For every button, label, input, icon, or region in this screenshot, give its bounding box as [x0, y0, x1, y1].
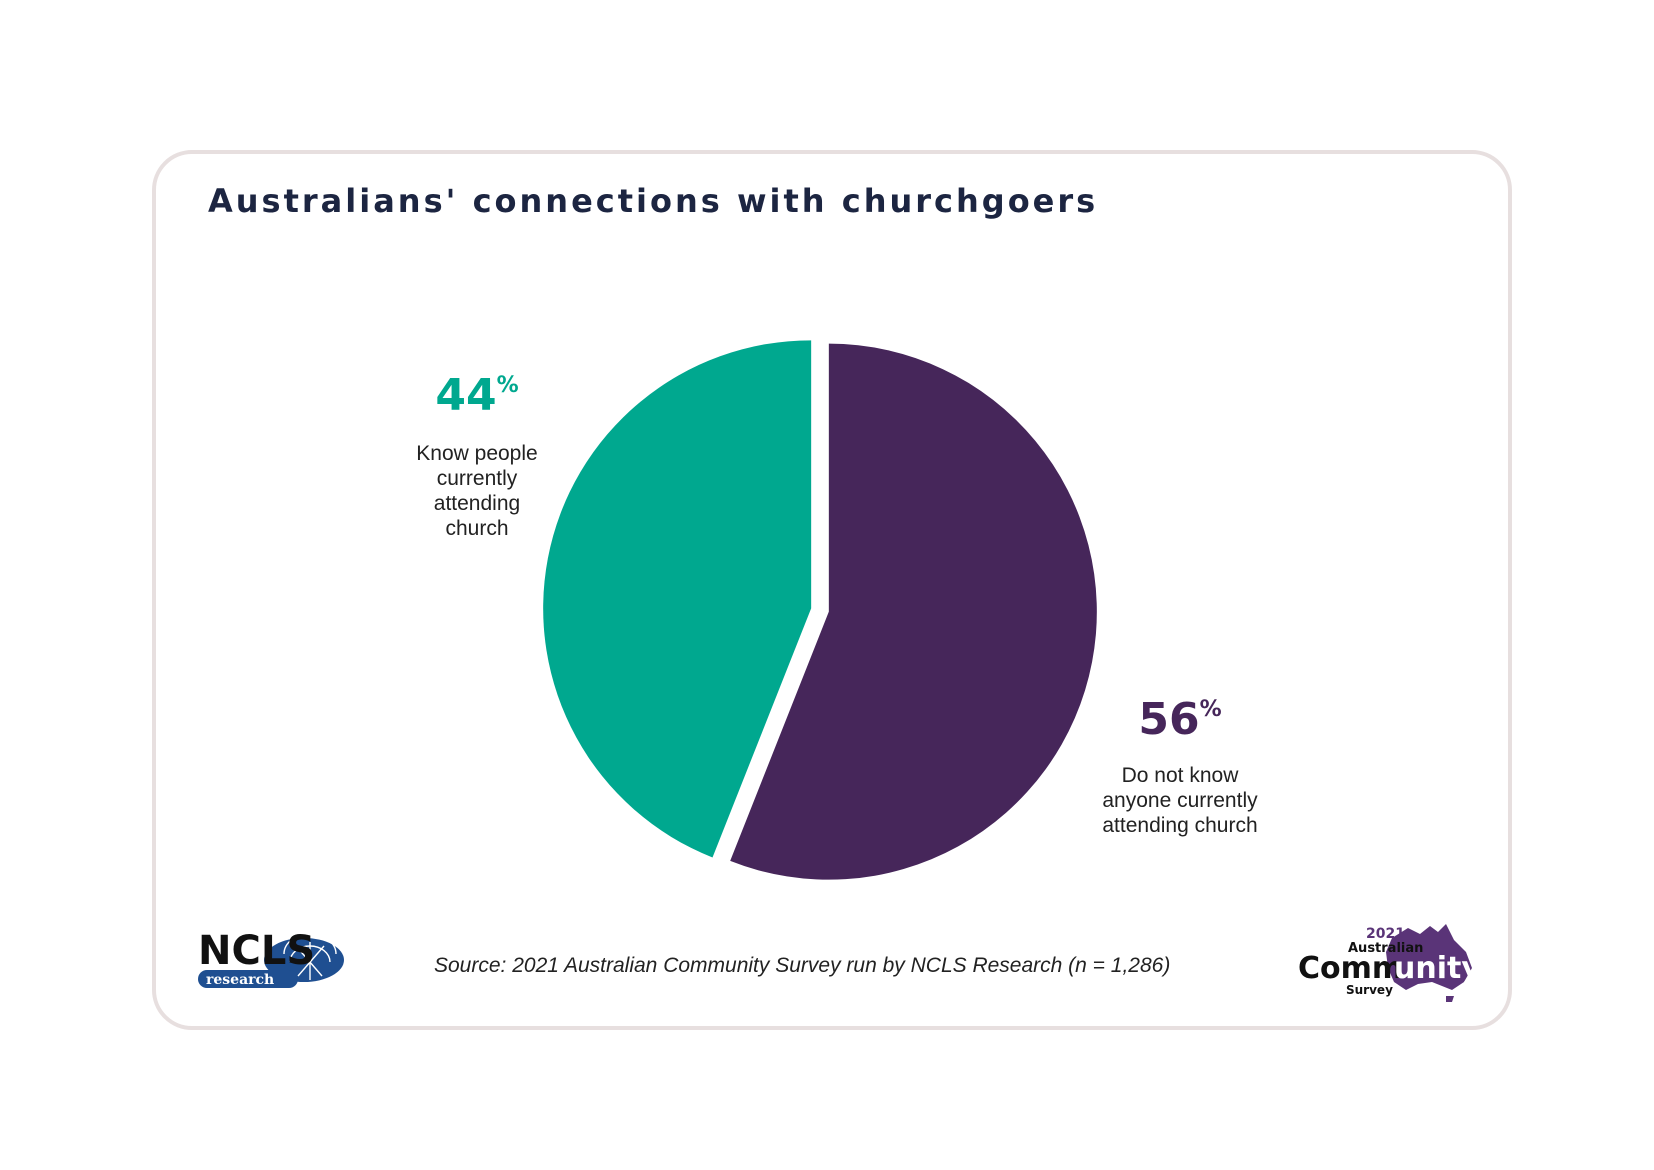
slice-1-category-label-line: attending [434, 492, 520, 515]
acs-logo-line2a: Comm [1298, 951, 1403, 986]
slice-2-category-label-line: Do not know [1122, 764, 1240, 787]
pie-slice-2 [730, 343, 1097, 880]
acs-logo-line3: Survey [1346, 983, 1393, 997]
slice-1-category-label-line: Know people [416, 442, 537, 465]
acs-logo-line1: Australian [1348, 941, 1423, 956]
ncls-research-logo: NCLS research [198, 928, 344, 988]
ncls-logo-subtext: research [206, 972, 274, 988]
ncls-logo-wordmark: NCLS [198, 928, 315, 974]
source-note: Source: 2021 Australian Community Survey… [434, 954, 1171, 977]
acs-logo-year: 2021 [1366, 926, 1405, 942]
slice-2-category-label-line: anyone currently [1102, 789, 1258, 812]
australia-map-icon [1386, 924, 1472, 1002]
acs-logo-line2b: unity [1394, 951, 1478, 986]
slice-1-category-label-line: church [445, 517, 508, 540]
slice-1-value-label: 44% [435, 370, 518, 421]
chart-title: Australians' connections with churchgoer… [208, 182, 1099, 220]
slice-1-category-label-line: currently [437, 467, 518, 490]
pie-slice-1 [543, 340, 812, 858]
slice-2-category-label-line: attending church [1102, 814, 1257, 837]
slice-2-value-label: 56% [1138, 694, 1221, 745]
acs-logo: 2021 Australian Comm unity Survey [1298, 924, 1478, 1002]
